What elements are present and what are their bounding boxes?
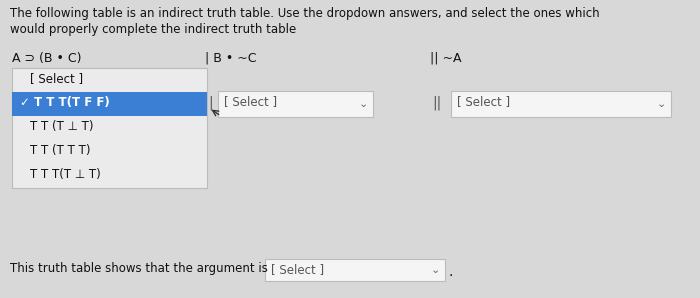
Text: T T T(T ⊥ T): T T T(T ⊥ T) — [30, 168, 101, 181]
Text: [ Select ]: [ Select ] — [271, 263, 324, 276]
Text: The following table is an indirect truth table. Use the dropdown answers, and se: The following table is an indirect truth… — [10, 7, 600, 20]
Text: T T (T T T): T T (T T T) — [30, 144, 90, 157]
Text: ✓ T T T(T F F): ✓ T T T(T F F) — [20, 96, 110, 109]
Text: ⌄: ⌄ — [430, 265, 440, 275]
Text: |: | — [208, 95, 213, 109]
Text: [ Select ]: [ Select ] — [224, 95, 277, 108]
Bar — [265, 259, 445, 281]
Text: | B • ~C: | B • ~C — [205, 52, 256, 65]
Text: This truth table shows that the argument is: This truth table shows that the argument… — [10, 262, 268, 275]
Text: [ Select ]: [ Select ] — [457, 95, 510, 108]
Text: would properly complete the indirect truth table: would properly complete the indirect tru… — [10, 23, 296, 36]
Bar — [12, 92, 207, 116]
Text: || ~A: || ~A — [430, 52, 461, 65]
Text: ||: || — [432, 95, 441, 109]
Text: ⌄: ⌄ — [358, 99, 368, 109]
Text: ⌄: ⌄ — [657, 99, 666, 109]
Text: [ Select ]: [ Select ] — [30, 72, 83, 85]
Bar — [451, 91, 671, 117]
Text: A ⊃ (B • C): A ⊃ (B • C) — [12, 52, 81, 65]
Text: T T (T ⊥ T): T T (T ⊥ T) — [30, 120, 94, 133]
Text: .: . — [448, 265, 452, 279]
Bar — [12, 68, 207, 188]
Bar — [218, 91, 373, 117]
